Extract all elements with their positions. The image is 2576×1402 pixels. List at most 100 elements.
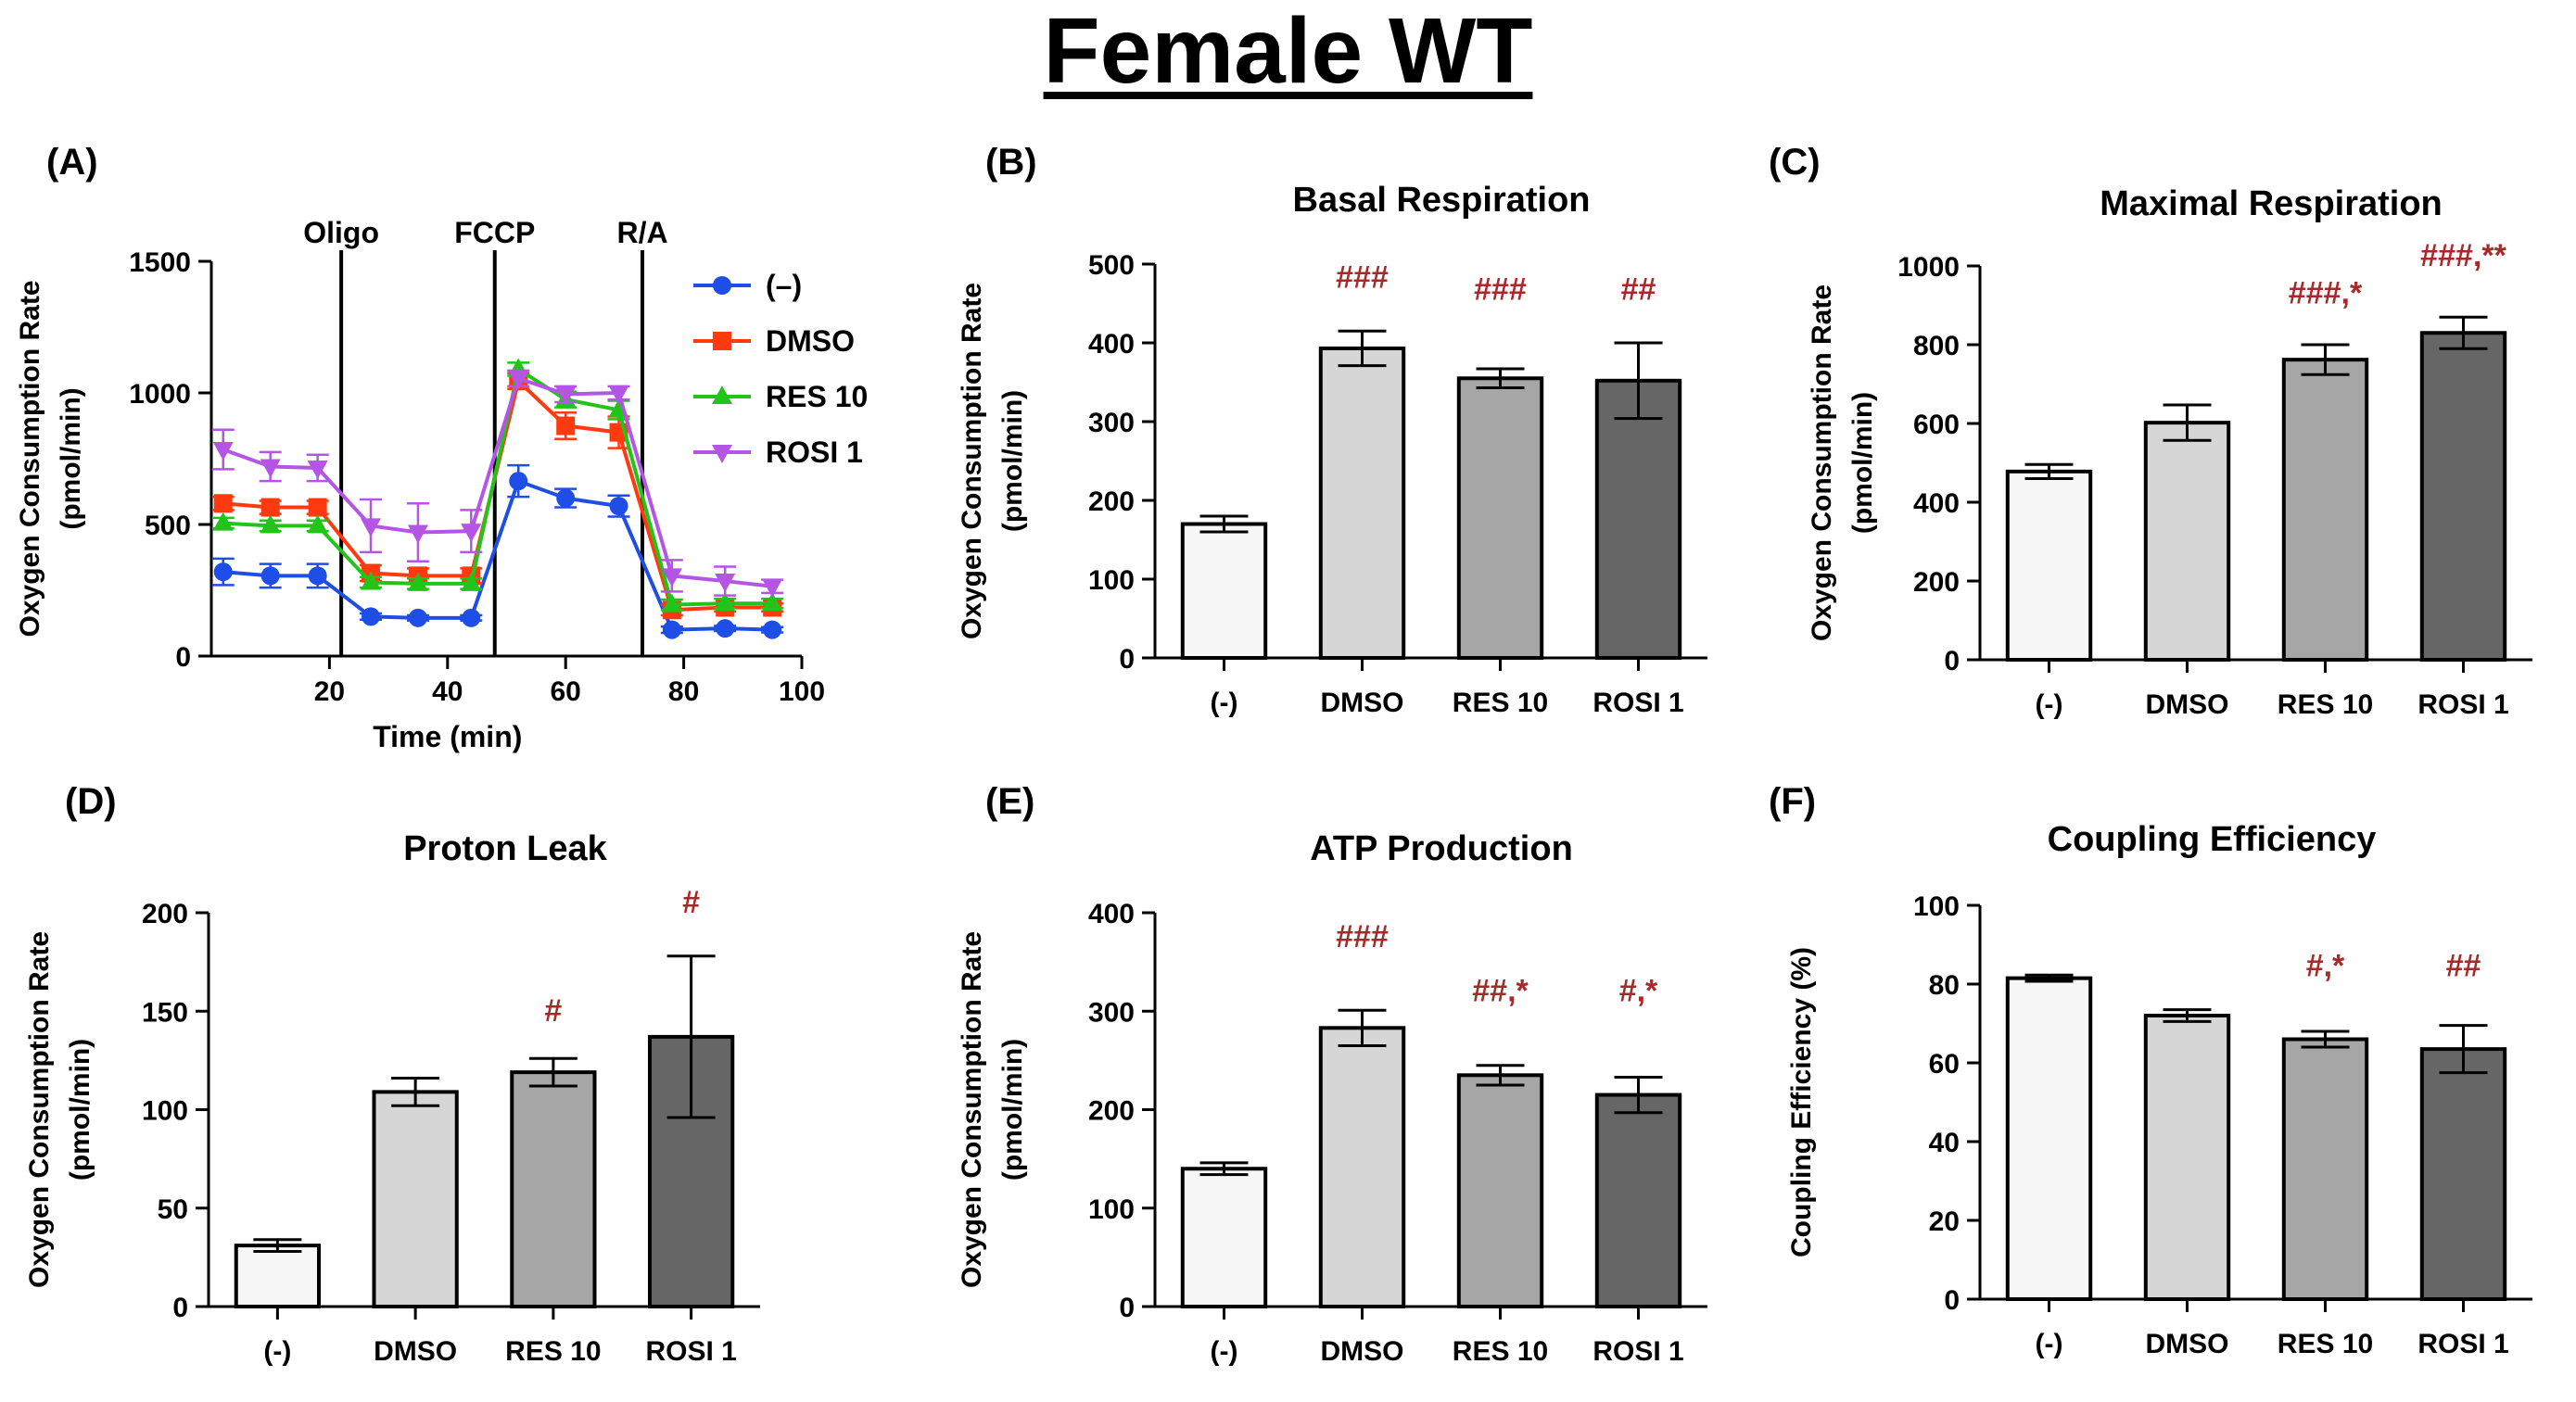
data-point [712,445,732,463]
x-tick-label: 20 [314,676,345,707]
bar-0 [2005,976,2093,1301]
x-tick-label: ROSI 1 [1593,1336,1683,1367]
panel-d-bar-chart: (D) Proton Leak 0 50 100 150 200 Oxygen Consump… [24,781,760,1367]
series-2 [211,358,784,613]
y-axis-label: Oxygen Consumption Rate [24,931,55,1288]
significance-annotation: ###,* [2289,275,2363,310]
significance-annotation: ### [1336,919,1389,954]
x-tick-label: RES 10 [2278,689,2373,720]
bar-2 [2281,1037,2369,1301]
x-tick-label: ROSI 1 [1593,688,1683,718]
y-tick-label: 200 [1088,486,1135,517]
bar-2 [1456,376,1544,660]
y-tick-label: 400 [1088,329,1135,360]
y-tick-label: 0 [172,1293,188,1323]
data-point [260,514,281,534]
panel-label: (A) [46,142,98,183]
data-point [212,442,234,461]
data-point [260,459,281,478]
x-tick-label: RES 10 [1453,688,1548,718]
x-tick-label: DMSO [2146,1329,2229,1359]
bar-0 [2005,469,2093,662]
figure-title: Female WT [1043,0,1533,103]
x-axis-label: Time (min) [373,720,522,753]
significance-annotation: # [682,885,700,920]
data-point [361,607,380,626]
data-point [609,497,628,516]
data-point [307,514,328,534]
significance-annotation: #,* [1619,974,1658,1009]
significance-annotation: # [544,993,562,1029]
bar-3 [1594,1093,1682,1308]
data-point [716,619,735,638]
data-point [509,472,528,491]
y-axis-label: (pmol/min) [56,387,86,529]
data-point [713,332,731,350]
y-tick-label: 100 [142,1096,188,1127]
x-tick-label: DMSO [2146,689,2229,720]
y-tick-label: 200 [1913,567,1960,598]
significance-annotation: ### [1336,260,1389,296]
panel-f-bar-chart: (F) Coupling Efficiency 0 20 40 60 80 100 Coupli… [1769,781,2532,1359]
data-point [461,572,482,591]
significance-annotation: ##,* [1472,974,1529,1009]
y-tick-label: 1500 [129,247,191,278]
data-point [508,371,529,390]
legend-label: (–) [766,269,802,302]
panel-label: (B) [985,142,1037,183]
y-tick-label: 0 [175,642,191,673]
data-point [555,386,577,406]
bar-0 [1180,1167,1268,1308]
injection-label: R/A [616,216,667,249]
x-tick-label: (-) [2036,689,2063,720]
y-tick-label: 80 [1929,970,1960,1001]
data-point [715,574,736,593]
bar-1 [2143,421,2231,662]
y-axis-label: (pmol/min) [1847,392,1878,534]
series-line [222,375,773,588]
y-tick-label: 100 [1088,1194,1135,1225]
bar-3 [2419,1047,2507,1301]
y-axis-label: Oxygen Consumption Rate [15,280,45,637]
panel-label: (D) [65,781,117,822]
chart-title: Coupling Efficiency [2048,820,2377,859]
y-tick-label: 500 [1088,250,1135,281]
panel-label: (E) [985,781,1034,822]
y-tick-label: 0 [1944,646,1960,676]
data-point [763,620,782,639]
y-tick-label: 0 [1944,1285,1960,1316]
y-axis-label: Oxygen Consumption Rate [957,931,987,1288]
significance-annotation: ###,** [2420,238,2506,273]
injection-label: FCCP [454,216,535,249]
series-line [222,366,773,607]
y-tick-label: 50 [158,1194,188,1225]
data-point [661,568,682,587]
bar-2 [510,1070,597,1308]
significance-annotation: ## [1621,272,1656,307]
panel-b-bar-chart: (B) Basal Respiration 0 100 200 300 400 500 Oxyg… [957,142,1707,718]
bar-1 [1318,1026,1406,1308]
data-point [713,276,731,295]
data-point [308,566,327,586]
x-tick-label: ROSI 1 [2417,689,2508,720]
y-axis-label: Oxygen Consumption Rate [1807,284,1837,641]
y-tick-label: 60 [1929,1049,1960,1080]
y-tick-label: 1000 [1897,252,1960,283]
x-tick-label: 100 [779,676,825,707]
y-tick-label: 40 [1929,1128,1960,1158]
y-axis-label: (pmol/min) [65,1039,95,1181]
data-point [715,592,736,612]
data-point [360,571,381,590]
x-tick-label: RES 10 [1453,1336,1548,1367]
data-point [307,460,328,479]
data-point [260,566,280,586]
series-0 [211,463,784,639]
series-1 [211,372,784,620]
y-axis-label: Coupling Efficiency (%) [1786,947,1817,1257]
data-point [661,593,682,613]
y-tick-label: 200 [142,899,188,929]
bar-1 [1318,346,1406,660]
injection-label: Oligo [303,216,379,249]
significance-annotation: ## [2446,949,2481,984]
